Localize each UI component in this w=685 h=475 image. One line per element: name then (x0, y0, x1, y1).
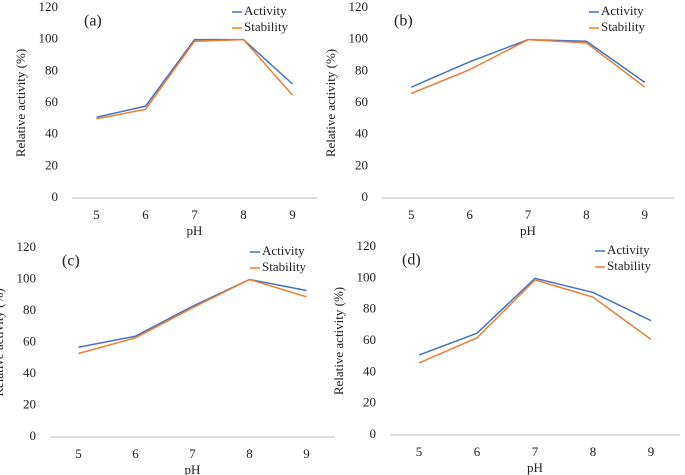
series-line (96, 38, 294, 118)
y-tick-label: 100 (349, 31, 369, 46)
x-tick-label: 9 (289, 207, 296, 222)
y-tick-label: 60 (363, 332, 376, 347)
panel-label: (c) (62, 253, 80, 270)
x-axis-label: pH (185, 462, 201, 475)
y-tick-label: 120 (39, 0, 59, 14)
x-axis-label: pH (527, 460, 543, 475)
panel-label: (b) (394, 13, 413, 30)
series-line (410, 38, 646, 95)
x-tick-label: 5 (408, 207, 415, 222)
legend-label: Activity (601, 3, 644, 18)
x-tick-label: 6 (142, 207, 149, 222)
y-tick-label: 80 (23, 302, 36, 317)
y-tick-label: 120 (349, 0, 369, 14)
y-axis-label: Relative activity (%) (323, 49, 338, 157)
x-tick-label: 8 (246, 446, 253, 461)
y-tick-label: 0 (370, 426, 377, 441)
y-tick-label: 100 (17, 270, 37, 285)
y-tick-label: 80 (45, 62, 58, 77)
y-tick-label: 120 (357, 238, 377, 253)
y-tick-label: 0 (362, 189, 369, 204)
y-tick-label: 20 (45, 157, 58, 172)
x-tick-label: 8 (590, 444, 597, 459)
series-line (418, 279, 652, 364)
y-tick-label: 60 (45, 94, 58, 109)
panel-label: (d) (402, 252, 421, 269)
x-tick-label: 8 (583, 207, 590, 222)
x-tick-label: 6 (466, 207, 473, 222)
x-tick-label: 9 (642, 207, 649, 222)
y-axis-label: Relative activity (%) (0, 288, 6, 396)
y-tick-label: 40 (45, 126, 58, 141)
x-tick-label: 5 (416, 444, 423, 459)
x-tick-label: 7 (191, 207, 198, 222)
y-tick-label: 0 (30, 428, 37, 443)
y-tick-label: 80 (355, 62, 368, 77)
y-axis-label: Relative activity (%) (331, 287, 346, 395)
x-tick-label: 6 (474, 444, 481, 459)
y-tick-label: 80 (363, 301, 376, 316)
legend-label: Activity (262, 243, 305, 258)
series-line (78, 278, 307, 348)
legend-label: Stability (607, 258, 652, 273)
x-tick-label: 9 (303, 446, 310, 461)
x-tick-label: 6 (132, 446, 139, 461)
y-tick-label: 40 (363, 363, 376, 378)
x-tick-label: 7 (189, 446, 196, 461)
series-line (418, 277, 652, 356)
y-axis-label: Relative activity (%) (13, 49, 28, 157)
legend-label: Stability (601, 19, 646, 34)
legend-label: Stability (262, 259, 307, 274)
series-line (78, 278, 307, 355)
y-tick-label: 100 (357, 269, 377, 284)
legend-label: Activity (607, 242, 650, 257)
x-tick-label: 8 (240, 207, 247, 222)
y-tick-label: 40 (23, 365, 36, 380)
y-tick-label: 0 (52, 189, 59, 204)
x-tick-label: 7 (532, 444, 539, 459)
x-axis-label: pH (520, 223, 536, 238)
y-tick-label: 60 (23, 333, 36, 348)
panel-label: (a) (84, 13, 102, 30)
y-tick-label: 20 (23, 396, 36, 411)
y-tick-label: 60 (355, 94, 368, 109)
y-tick-label: 100 (39, 31, 59, 46)
legend-label: Stability (244, 19, 289, 34)
x-tick-label: 9 (648, 444, 655, 459)
series-line (96, 38, 294, 120)
x-axis-label: pH (187, 223, 203, 238)
y-tick-label: 40 (355, 126, 368, 141)
legend-label: Activity (244, 3, 287, 18)
x-tick-label: 5 (75, 446, 82, 461)
y-tick-label: 20 (355, 157, 368, 172)
y-tick-label: 20 (363, 395, 376, 410)
x-tick-label: 5 (93, 207, 100, 222)
y-tick-label: 120 (17, 239, 37, 254)
x-tick-label: 7 (525, 207, 532, 222)
